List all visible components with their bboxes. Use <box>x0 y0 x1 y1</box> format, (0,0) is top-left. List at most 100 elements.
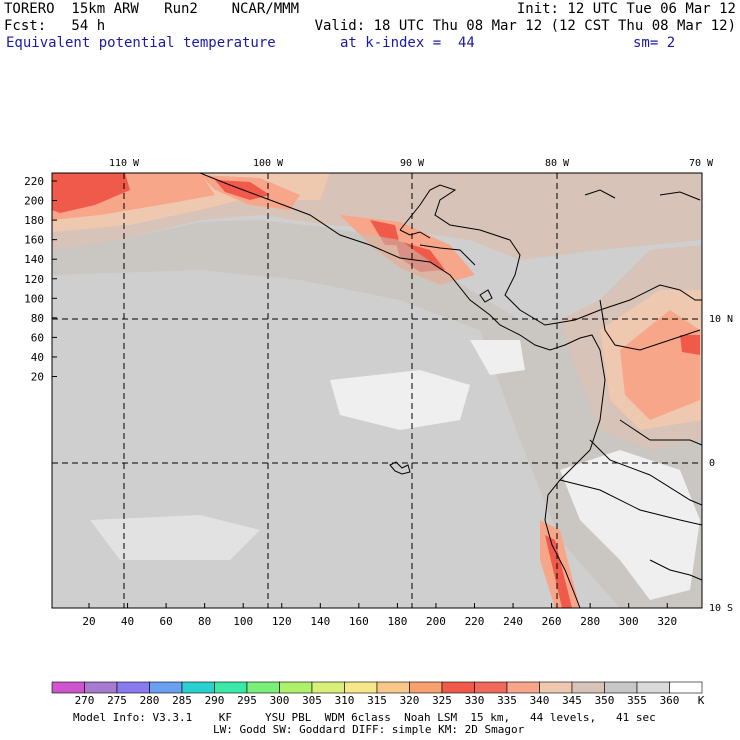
colorbar-swatch <box>474 681 508 694</box>
y-grid-labels: 220 200 180 160 140 120 100 80 60 40 20 <box>24 175 57 384</box>
light-patch-sw <box>90 515 260 560</box>
y-grid-label: 160 <box>24 234 44 247</box>
peru-brazil-border <box>559 479 702 526</box>
colorbar-tick-label: 305 <box>302 694 322 707</box>
red-peru-coast <box>545 535 572 608</box>
colorbar-tick-label: 345 <box>562 694 582 707</box>
caribbean-coastline <box>399 184 702 326</box>
colorbar-swatch <box>246 681 280 694</box>
y-grid-label: 80 <box>31 312 44 325</box>
colorbar-swatch <box>669 681 703 694</box>
colorbar-tick-label: 315 <box>367 694 387 707</box>
lon-label: 90 W <box>400 158 425 169</box>
lake-nicaragua <box>479 289 493 303</box>
lat-label: 0 <box>709 458 715 469</box>
colorbar-swatch <box>344 681 378 694</box>
colorbar-tick-label: 285 <box>172 694 192 707</box>
colorbar-swatch <box>279 681 313 694</box>
y-grid-label: 60 <box>31 331 44 344</box>
colorbar-swatch <box>51 681 85 694</box>
y-grid-label: 20 <box>31 371 44 384</box>
x-grid-label: 300 <box>619 615 639 628</box>
y-grid-label: 200 <box>24 195 44 208</box>
colorbar-tick-label: 355 <box>627 694 647 707</box>
colorbar-tick-label: 280 <box>140 694 160 707</box>
cuba-coast <box>584 189 701 201</box>
x-grid-label: 280 <box>580 615 600 628</box>
bolivia-border <box>649 559 702 581</box>
x-grid-label: 200 <box>426 615 446 628</box>
graticule <box>52 173 702 608</box>
colorbar-swatch <box>311 681 345 694</box>
k-index: at k-index = 44 <box>340 35 475 51</box>
x-grid-label: 60 <box>159 615 172 628</box>
colorbar-swatch <box>571 681 605 694</box>
ecuador-peru-border <box>589 439 702 506</box>
x-grid-label: 260 <box>542 615 562 628</box>
colorbar-tick-label: 270 <box>75 694 95 707</box>
colorbar <box>51 681 703 694</box>
lon-label: 110 W <box>109 158 140 169</box>
colorbar-tick-label: 330 <box>465 694 485 707</box>
colorbar-swatch <box>376 681 410 694</box>
x-grid-label: 240 <box>503 615 523 628</box>
salmon-east <box>620 310 700 420</box>
colorbar-labels: 270 275 280 285 290 295 300 305 310 315 320 325 330 3… <box>75 694 680 707</box>
colorbar-swatch <box>116 681 150 694</box>
colorbar-tick-label: 290 <box>205 694 225 707</box>
light-patch-center <box>330 370 470 430</box>
colorbar-tick-label: 310 <box>335 694 355 707</box>
colorbar-tick-label: 320 <box>400 694 420 707</box>
init-time: Init: 12 UTC Tue 06 Mar 12 <box>516 1 736 17</box>
lon-label: 100 W <box>253 158 284 169</box>
colorbar-tick-label: 275 <box>107 694 127 707</box>
x-grid-labels: 20 40 60 80 100 120 140 160 180 200 220 240 260 280 30… <box>82 603 677 628</box>
colorbar-swatch <box>149 681 183 694</box>
smoothing: sm= 2 <box>633 35 676 51</box>
colorbar-swatch <box>506 681 540 694</box>
colorbar-tick-label: 350 <box>595 694 615 707</box>
y-grid-label: 180 <box>24 214 44 227</box>
lon-label: 80 W <box>545 158 570 169</box>
colorbar-swatch <box>84 681 118 694</box>
light-patch-se <box>560 450 700 600</box>
colorbar-swatch <box>214 681 248 694</box>
model-run-title: TORERO 15km ARW Run2 NCAR/MMM <box>4 1 300 17</box>
theta-e-field <box>52 173 702 608</box>
model-info-line1: Model Info: V3.3.1 KF YSU PBL WDM 6class… <box>73 711 656 724</box>
colorbar-swatch <box>409 681 443 694</box>
colorbar-tick-label: 340 <box>530 694 550 707</box>
light-patch-east <box>470 340 525 375</box>
colorbar-tick-label: 335 <box>497 694 517 707</box>
field-name: Equivalent potential temperature <box>6 35 276 51</box>
colorbar-swatch <box>604 681 638 694</box>
colorbar-tick-label: 300 <box>270 694 290 707</box>
red-north-west <box>52 173 130 213</box>
colorbar-tick-label: 295 <box>237 694 257 707</box>
forecast-hour: Fcst: 54 h <box>4 18 106 34</box>
lon-label: 70 W <box>689 158 714 169</box>
model-info-line2: LW: Godd SW: Goddard DIFF: simple KM: 2D… <box>213 723 525 736</box>
colorbar-swatch <box>539 681 573 694</box>
right-lat-labels: 10 N 0 10 S <box>709 314 733 614</box>
red-east <box>680 335 700 355</box>
x-grid-label: 140 <box>310 615 330 628</box>
x-grid-label: 160 <box>349 615 369 628</box>
x-grid-label: 100 <box>233 615 253 628</box>
x-grid-label: 40 <box>121 615 134 628</box>
y-grid-label: 100 <box>24 292 44 305</box>
y-grid-label: 120 <box>24 273 44 286</box>
colorbar-swatch <box>636 681 670 694</box>
valid-time: Valid: 18 UTC Thu 08 Mar 12 (12 CST Thu … <box>314 18 736 34</box>
x-grid-label: 120 <box>272 615 292 628</box>
x-grid-label: 80 <box>198 615 211 628</box>
y-grid-label: 40 <box>31 351 44 364</box>
y-grid-label: 140 <box>24 253 44 266</box>
x-grid-label: 320 <box>657 615 677 628</box>
yucatan-border <box>399 229 431 239</box>
x-grid-label: 180 <box>387 615 407 628</box>
colorbar-swatch <box>441 681 475 694</box>
x-grid-label: 20 <box>82 615 95 628</box>
y-grid-label: 220 <box>24 175 44 188</box>
